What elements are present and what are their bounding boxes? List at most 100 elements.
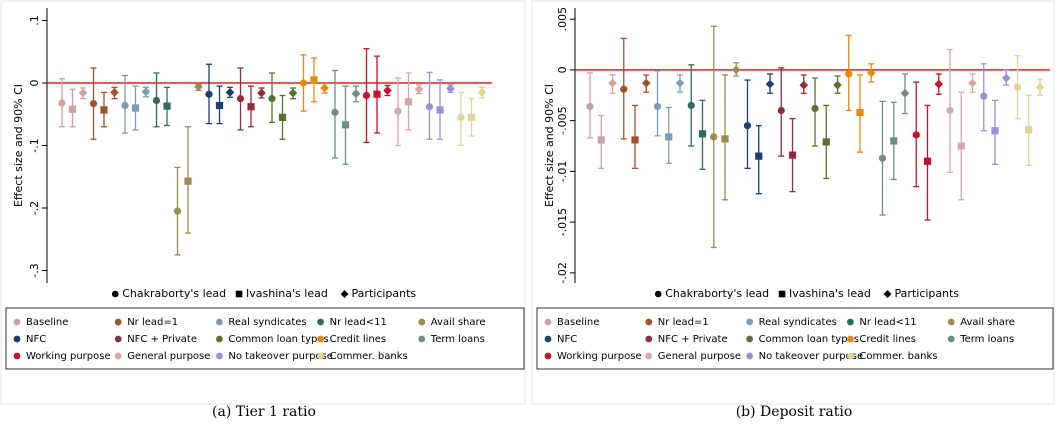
legend-label: NFC + Private <box>658 334 728 345</box>
marker <box>89 100 98 108</box>
marker <box>394 107 402 115</box>
marker <box>373 90 381 98</box>
marker <box>856 108 864 117</box>
legend-label: NFC + Private <box>127 334 197 345</box>
marker <box>100 106 108 114</box>
marker <box>1035 82 1045 92</box>
marker <box>247 103 255 111</box>
marker <box>215 101 224 110</box>
marker-legend-label: Ivashina's lead <box>789 287 871 300</box>
marker <box>205 90 213 98</box>
marker <box>586 102 594 111</box>
legend-marker <box>544 318 552 326</box>
marker <box>310 76 318 84</box>
marker <box>236 95 245 103</box>
marker <box>980 92 988 100</box>
panel: -.02 -.015 -.01 -.005 0 .005 Effect size and 9… <box>531 0 1055 420</box>
marker <box>288 88 298 98</box>
legend-marker <box>847 352 854 360</box>
marker <box>778 290 786 298</box>
legend-marker <box>544 335 552 343</box>
marker-legend-label: Chakraborty's lead <box>122 287 226 300</box>
marker <box>1025 126 1033 134</box>
marker <box>743 122 752 130</box>
legend-marker <box>114 335 122 343</box>
y-axis-title: Effect size and 90% CI <box>12 84 25 207</box>
marker <box>383 86 392 95</box>
marker <box>665 133 673 141</box>
marker <box>477 88 487 97</box>
legend-label: Avail share <box>431 317 486 328</box>
marker <box>755 152 763 160</box>
marker <box>278 113 287 121</box>
y-tick-label: -.01 <box>556 161 569 182</box>
y-tick-label: -.005 <box>556 106 569 134</box>
marker <box>58 99 66 107</box>
marker <box>1013 83 1022 91</box>
marker <box>404 98 413 106</box>
caption: (a) Tier 1 ratio <box>212 404 316 420</box>
legend-label: No takeover purpose <box>759 351 864 362</box>
marker <box>811 104 819 113</box>
y-tick-label: .005 <box>556 7 569 32</box>
legend-label: NFC <box>26 334 46 345</box>
marker <box>320 83 329 93</box>
marker <box>788 151 797 159</box>
marker <box>890 137 898 145</box>
legend-marker <box>746 335 753 343</box>
marker-legend: Chakraborty's lead Ivashina's lead Partici… <box>111 287 416 300</box>
legend-label: Credit lines <box>859 334 916 345</box>
marker <box>457 113 465 121</box>
marker <box>799 80 809 90</box>
legend-label: NFC <box>557 334 577 345</box>
marker <box>299 79 308 87</box>
marker <box>597 136 605 144</box>
marker <box>946 106 954 115</box>
marker <box>446 84 455 93</box>
marker <box>731 65 741 75</box>
legend-marker <box>13 318 21 326</box>
marker-legend-label: Participants <box>895 287 960 300</box>
marker <box>121 101 129 110</box>
legend-label: General purpose <box>127 351 210 362</box>
legend-label: Term loans <box>959 334 1014 345</box>
marker <box>331 108 339 116</box>
legend-label: Baseline <box>557 317 599 328</box>
legend-marker <box>847 335 854 343</box>
y-tick-label: .1 <box>28 15 41 26</box>
marker <box>362 91 371 100</box>
legend-label: Working purpose <box>26 351 111 362</box>
y-tick-label: -.1 <box>28 138 41 152</box>
y-tick-label: -.015 <box>556 208 569 236</box>
marker <box>687 101 695 110</box>
marker <box>631 136 639 144</box>
marker <box>351 89 361 98</box>
legend-marker <box>947 318 955 326</box>
y-tick-label: 0 <box>556 66 569 73</box>
marker <box>436 106 444 114</box>
marker <box>710 133 718 141</box>
marker <box>467 113 476 121</box>
marker <box>878 154 887 162</box>
legend-marker <box>418 318 426 326</box>
marker <box>152 96 161 105</box>
marker <box>912 131 920 139</box>
legend-marker <box>847 318 854 326</box>
marker <box>235 290 243 298</box>
legend-label: Working purpose <box>557 351 642 362</box>
marker <box>765 79 775 89</box>
legend-marker <box>947 335 955 343</box>
legend-label: Nr lead=1 <box>658 317 709 328</box>
panel-frame <box>531 0 1055 405</box>
marker <box>957 142 965 150</box>
y-tick-label: -.02 <box>556 262 569 283</box>
legend-box <box>536 307 1054 370</box>
legend-label: Credit lines <box>330 334 387 345</box>
marker <box>414 84 424 94</box>
legend-marker <box>418 335 426 343</box>
legend-marker <box>13 335 21 343</box>
marker <box>653 102 662 111</box>
marker <box>425 103 434 111</box>
y-axis-title: Effect size and 90% CI <box>543 84 556 207</box>
